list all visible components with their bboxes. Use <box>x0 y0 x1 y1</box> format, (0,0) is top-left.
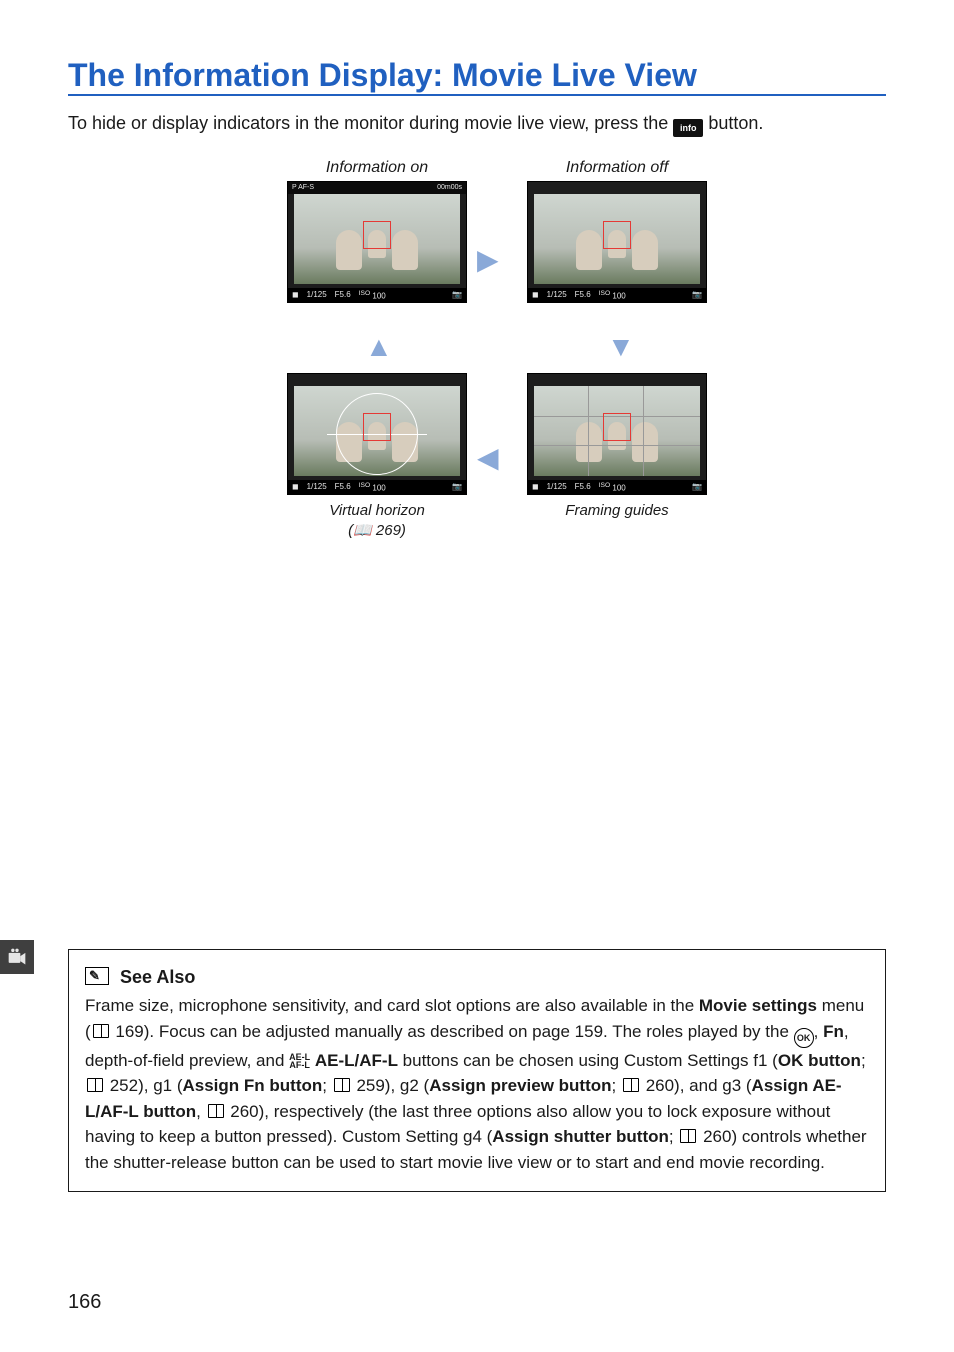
shutter: 1/125 <box>307 480 327 494</box>
iso-prefix: ISO <box>599 482 610 489</box>
stop-icon: ◼ <box>532 480 539 494</box>
intro-text-after: button. <box>708 113 763 133</box>
camera-icon: 📷 <box>692 288 702 302</box>
camera-icon: 📷 <box>692 480 702 494</box>
aperture: F5.6 <box>575 480 591 494</box>
page-title: The Information Display: Movie Live View <box>68 56 886 96</box>
topbar-left: P AF-S <box>292 182 314 194</box>
live-view-cycle-diagram: Information on P AF-S 00m00s ◼ 1/125 F5.… <box>157 159 797 589</box>
iso: 100 <box>612 484 625 493</box>
intro-paragraph: To hide or display indicators in the mon… <box>68 110 886 137</box>
iso: 100 <box>372 484 385 493</box>
camera-icon: 📷 <box>452 480 462 494</box>
iso: 100 <box>612 292 625 301</box>
ael-stacked-icon: AE-LAF-L <box>289 1053 310 1069</box>
stop-icon: ◼ <box>532 288 539 302</box>
see-also-title: See Also <box>120 967 195 987</box>
iso-prefix: ISO <box>359 290 370 297</box>
stop-icon: ◼ <box>292 480 299 494</box>
iso: 100 <box>372 292 385 301</box>
ok-circle-icon: OK <box>794 1028 814 1048</box>
iso-prefix: ISO <box>359 482 370 489</box>
screen-virtual-horizon: ◼ 1/125 F5.6 ISO 100 📷 <box>287 373 467 495</box>
book-icon <box>208 1104 224 1118</box>
shutter: 1/125 <box>547 480 567 494</box>
topbar-right: 00m00s <box>437 182 462 194</box>
aperture: F5.6 <box>335 288 351 302</box>
screen-info-off: ◼ 1/125 F5.6 ISO 100 📷 <box>527 181 707 303</box>
caption-framing-guides: Framing guides <box>527 501 707 521</box>
aperture: F5.6 <box>575 288 591 302</box>
label-info-on: Information on <box>287 159 467 177</box>
shutter: 1/125 <box>547 288 567 302</box>
book-icon <box>93 1024 109 1038</box>
arrow-right-icon: ▶ <box>477 243 499 276</box>
caption-virtual-horizon: Virtual horizon (📖 269) <box>287 501 467 540</box>
arrow-up-icon: ▲ <box>365 331 393 363</box>
screen-framing-guides: ◼ 1/125 F5.6 ISO 100 📷 <box>527 373 707 495</box>
see-also-box: See Also Frame size, microphone sensitiv… <box>68 949 886 1192</box>
book-icon <box>680 1129 696 1143</box>
iso-prefix: ISO <box>599 290 610 297</box>
arrow-left-icon: ◀ <box>477 441 499 474</box>
book-icon <box>623 1078 639 1092</box>
aperture: F5.6 <box>335 480 351 494</box>
book-icon <box>87 1078 103 1092</box>
screen-info-on: P AF-S 00m00s ◼ 1/125 F5.6 ISO 100 📷 <box>287 181 467 303</box>
arrow-down-icon: ▼ <box>607 331 635 363</box>
stop-icon: ◼ <box>292 288 299 302</box>
note-icon <box>85 967 109 985</box>
info-icon: info <box>673 119 703 137</box>
shutter: 1/125 <box>307 288 327 302</box>
label-info-off: Information off <box>527 159 707 177</box>
see-also-body: Frame size, microphone sensitivity, and … <box>85 993 869 1175</box>
movie-mode-tab-icon <box>0 940 34 974</box>
intro-text-before: To hide or display indicators in the mon… <box>68 113 673 133</box>
page-number: 166 <box>68 1291 101 1314</box>
book-icon <box>334 1078 350 1092</box>
camera-icon: 📷 <box>452 288 462 302</box>
